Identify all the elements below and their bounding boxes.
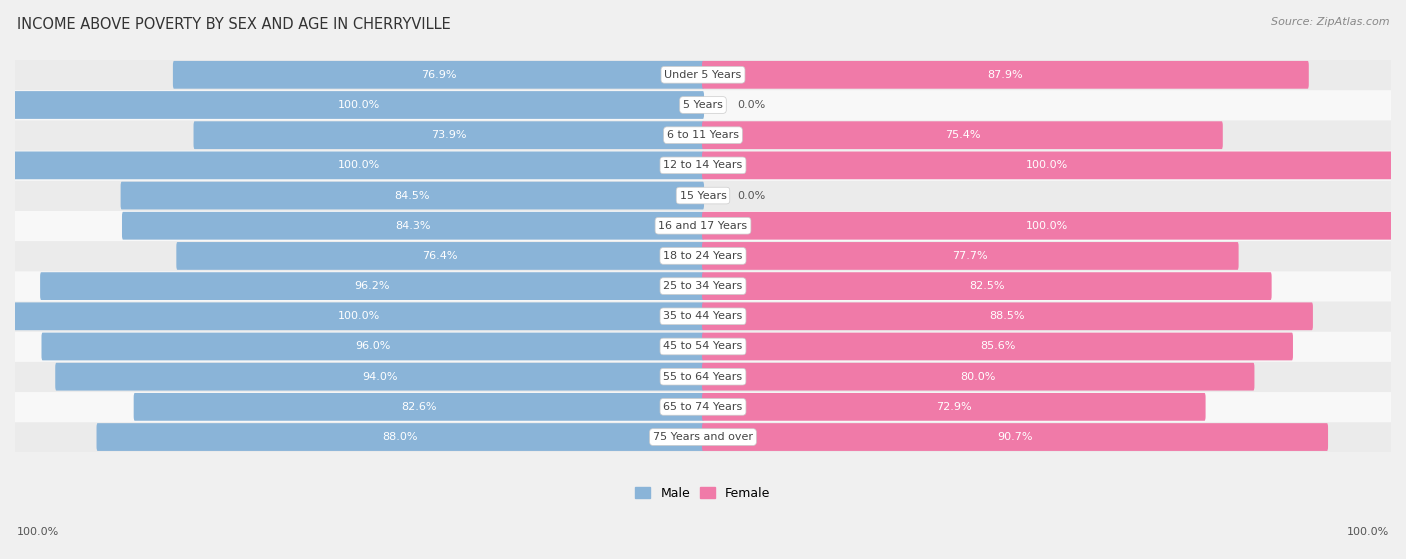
FancyBboxPatch shape [15, 59, 1391, 90]
Text: Under 5 Years: Under 5 Years [665, 70, 741, 80]
Text: 100.0%: 100.0% [17, 527, 59, 537]
Text: 82.6%: 82.6% [401, 402, 437, 412]
FancyBboxPatch shape [176, 242, 704, 270]
FancyBboxPatch shape [134, 393, 704, 421]
FancyBboxPatch shape [702, 333, 1294, 361]
Text: 82.5%: 82.5% [969, 281, 1004, 291]
FancyBboxPatch shape [41, 272, 704, 300]
Text: 88.0%: 88.0% [382, 432, 418, 442]
Text: 87.9%: 87.9% [987, 70, 1024, 80]
Text: 15 Years: 15 Years [679, 191, 727, 201]
Text: 76.9%: 76.9% [420, 70, 456, 80]
Text: 18 to 24 Years: 18 to 24 Years [664, 251, 742, 261]
Text: 75.4%: 75.4% [945, 130, 980, 140]
Text: 96.0%: 96.0% [356, 342, 391, 352]
FancyBboxPatch shape [194, 121, 704, 149]
Legend: Male, Female: Male, Female [630, 482, 776, 505]
Text: 16 and 17 Years: 16 and 17 Years [658, 221, 748, 231]
Text: 72.9%: 72.9% [936, 402, 972, 412]
FancyBboxPatch shape [702, 302, 1313, 330]
Text: 76.4%: 76.4% [422, 251, 458, 261]
Text: 0.0%: 0.0% [737, 191, 766, 201]
FancyBboxPatch shape [702, 151, 1392, 179]
Text: 77.7%: 77.7% [952, 251, 988, 261]
Text: 96.2%: 96.2% [354, 281, 389, 291]
Text: 65 to 74 Years: 65 to 74 Years [664, 402, 742, 412]
Text: 80.0%: 80.0% [960, 372, 995, 382]
Text: 5 Years: 5 Years [683, 100, 723, 110]
FancyBboxPatch shape [702, 61, 1309, 89]
FancyBboxPatch shape [122, 212, 704, 240]
Text: 100.0%: 100.0% [1026, 160, 1069, 170]
Text: 12 to 14 Years: 12 to 14 Years [664, 160, 742, 170]
Text: 0.0%: 0.0% [737, 100, 766, 110]
Text: 84.3%: 84.3% [395, 221, 430, 231]
FancyBboxPatch shape [702, 272, 1271, 300]
FancyBboxPatch shape [15, 210, 1391, 241]
Text: 85.6%: 85.6% [980, 342, 1015, 352]
Text: 75 Years and over: 75 Years and over [652, 432, 754, 442]
Text: 73.9%: 73.9% [432, 130, 467, 140]
FancyBboxPatch shape [15, 391, 1391, 422]
FancyBboxPatch shape [121, 182, 704, 210]
Text: 100.0%: 100.0% [337, 160, 380, 170]
Text: 84.5%: 84.5% [395, 191, 430, 201]
Text: 100.0%: 100.0% [1347, 527, 1389, 537]
Text: 35 to 44 Years: 35 to 44 Years [664, 311, 742, 321]
FancyBboxPatch shape [42, 333, 704, 361]
Text: 94.0%: 94.0% [361, 372, 398, 382]
Text: 6 to 11 Years: 6 to 11 Years [666, 130, 740, 140]
FancyBboxPatch shape [15, 240, 1391, 271]
FancyBboxPatch shape [173, 61, 704, 89]
FancyBboxPatch shape [15, 150, 1391, 181]
FancyBboxPatch shape [15, 301, 1391, 331]
FancyBboxPatch shape [14, 151, 704, 179]
FancyBboxPatch shape [14, 91, 704, 119]
FancyBboxPatch shape [702, 393, 1205, 421]
Text: 25 to 34 Years: 25 to 34 Years [664, 281, 742, 291]
FancyBboxPatch shape [702, 212, 1392, 240]
Text: 45 to 54 Years: 45 to 54 Years [664, 342, 742, 352]
Text: 88.5%: 88.5% [990, 311, 1025, 321]
FancyBboxPatch shape [15, 331, 1391, 362]
FancyBboxPatch shape [15, 89, 1391, 120]
FancyBboxPatch shape [15, 361, 1391, 392]
Text: 100.0%: 100.0% [337, 100, 380, 110]
FancyBboxPatch shape [14, 302, 704, 330]
FancyBboxPatch shape [702, 242, 1239, 270]
Text: 100.0%: 100.0% [1026, 221, 1069, 231]
FancyBboxPatch shape [15, 271, 1391, 301]
Text: 100.0%: 100.0% [337, 311, 380, 321]
Text: 55 to 64 Years: 55 to 64 Years [664, 372, 742, 382]
FancyBboxPatch shape [55, 363, 704, 391]
FancyBboxPatch shape [97, 423, 704, 451]
Text: 90.7%: 90.7% [997, 432, 1033, 442]
FancyBboxPatch shape [15, 180, 1391, 211]
FancyBboxPatch shape [702, 363, 1254, 391]
FancyBboxPatch shape [702, 121, 1223, 149]
FancyBboxPatch shape [15, 120, 1391, 150]
Text: Source: ZipAtlas.com: Source: ZipAtlas.com [1271, 17, 1389, 27]
FancyBboxPatch shape [15, 421, 1391, 452]
Text: INCOME ABOVE POVERTY BY SEX AND AGE IN CHERRYVILLE: INCOME ABOVE POVERTY BY SEX AND AGE IN C… [17, 17, 450, 32]
FancyBboxPatch shape [702, 423, 1329, 451]
